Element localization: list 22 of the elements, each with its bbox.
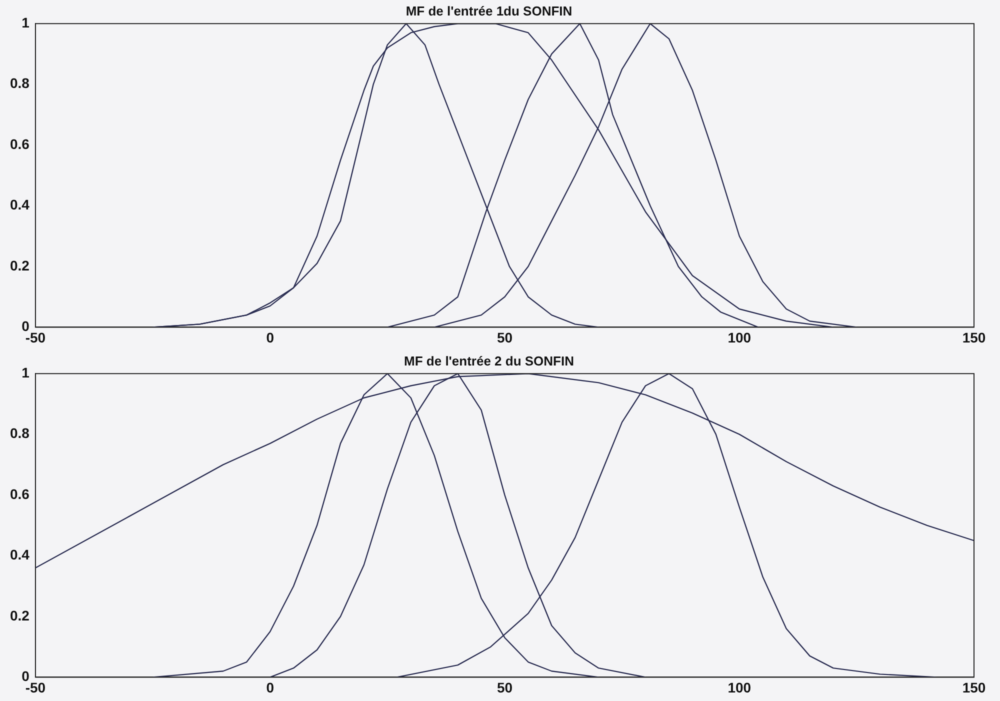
y-tick-label: 0.2	[10, 257, 30, 274]
x-tick-label: 100	[728, 679, 752, 696]
chart-title: MF de l'entrée 2 du SONFIN	[404, 353, 574, 368]
y-tick-label: 0.8	[10, 75, 30, 92]
y-tick-label: 0	[22, 318, 30, 334]
x-tick-label: 150	[962, 679, 986, 696]
x-tick-label: 50	[496, 679, 513, 696]
chart-title: MF de l'entrée 1du SONFIN	[406, 3, 572, 18]
x-tick-label: 100	[728, 329, 752, 346]
x-tick-label: 0	[266, 329, 274, 346]
y-tick-label: 0.8	[10, 425, 30, 442]
x-tick-label: 150	[962, 329, 986, 346]
y-tick-label: 0.2	[10, 607, 30, 624]
x-tick-label: 0	[266, 679, 274, 696]
y-tick-label: 0.4	[10, 546, 30, 563]
y-tick-label: 1	[22, 14, 30, 30]
y-tick-label: 1	[22, 364, 30, 380]
x-tick-label: 50	[496, 329, 513, 346]
y-tick-label: 0.4	[10, 196, 30, 213]
y-tick-label: 0	[22, 668, 30, 684]
y-tick-label: 0.6	[10, 136, 30, 152]
y-tick-label: 0.6	[10, 486, 30, 502]
